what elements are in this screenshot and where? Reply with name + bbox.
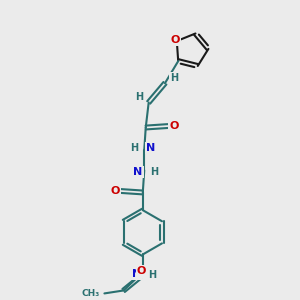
Text: H: H (135, 92, 143, 102)
Text: N: N (133, 167, 142, 177)
Text: CH₃: CH₃ (82, 289, 100, 298)
Text: N: N (146, 143, 155, 153)
Text: H: H (170, 73, 178, 83)
Text: H: H (151, 167, 159, 177)
Text: O: O (136, 266, 146, 276)
Text: O: O (110, 186, 119, 196)
Text: N: N (132, 268, 141, 279)
Text: H: H (130, 143, 138, 153)
Text: O: O (169, 121, 178, 131)
Text: H: H (148, 270, 156, 280)
Text: O: O (171, 34, 180, 44)
